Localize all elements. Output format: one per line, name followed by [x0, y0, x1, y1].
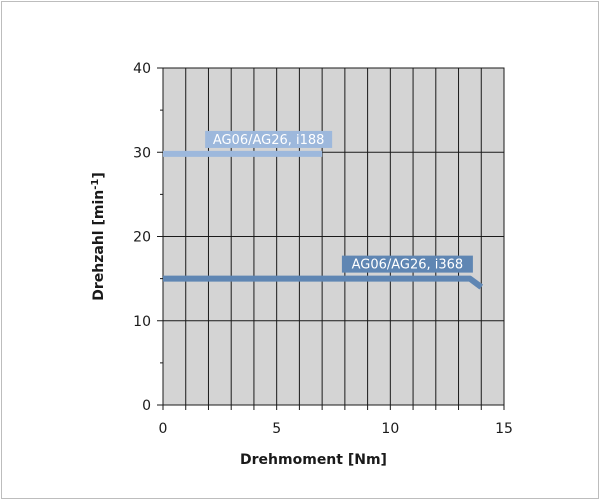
y-axis-title-main: Drehzahl [min: [91, 190, 107, 301]
series-group: AG06/AG26, i188 AG06/AG26, i368: [163, 130, 484, 290]
y-axis-title-sup: -1: [90, 179, 101, 190]
y-tick-label: 0: [142, 398, 151, 414]
x-tick-label: 10: [381, 421, 399, 437]
plot-border: [162, 67, 505, 406]
series-label-bg-2: [341, 255, 473, 273]
y-tick-label: 10: [133, 314, 151, 330]
y-tick-label: 30: [133, 145, 151, 161]
y-tick-label: 20: [133, 230, 151, 246]
y-axis-title: Drehzahl [min-1]: [90, 172, 107, 301]
x-tick-label: 0: [159, 421, 168, 437]
y-tick-label: 40: [133, 61, 151, 77]
series-label-2: AG06/AG26, i368: [352, 258, 464, 273]
grid-lines: [163, 68, 504, 405]
series-line-2: [163, 275, 484, 290]
series-label-bg-1: [205, 130, 333, 148]
x-tick-label: 15: [495, 421, 513, 437]
axis-ticks: [157, 67, 505, 410]
x-tick-label: 5: [272, 421, 281, 437]
tick-labels: 0 5 10 15 0 10 20 30 40: [133, 61, 513, 437]
x-axis-title: Drehmoment [Nm]: [240, 452, 387, 468]
series-label-1: AG06/AG26, i188: [213, 133, 325, 148]
y-axis-title-tail: ]: [91, 172, 107, 178]
